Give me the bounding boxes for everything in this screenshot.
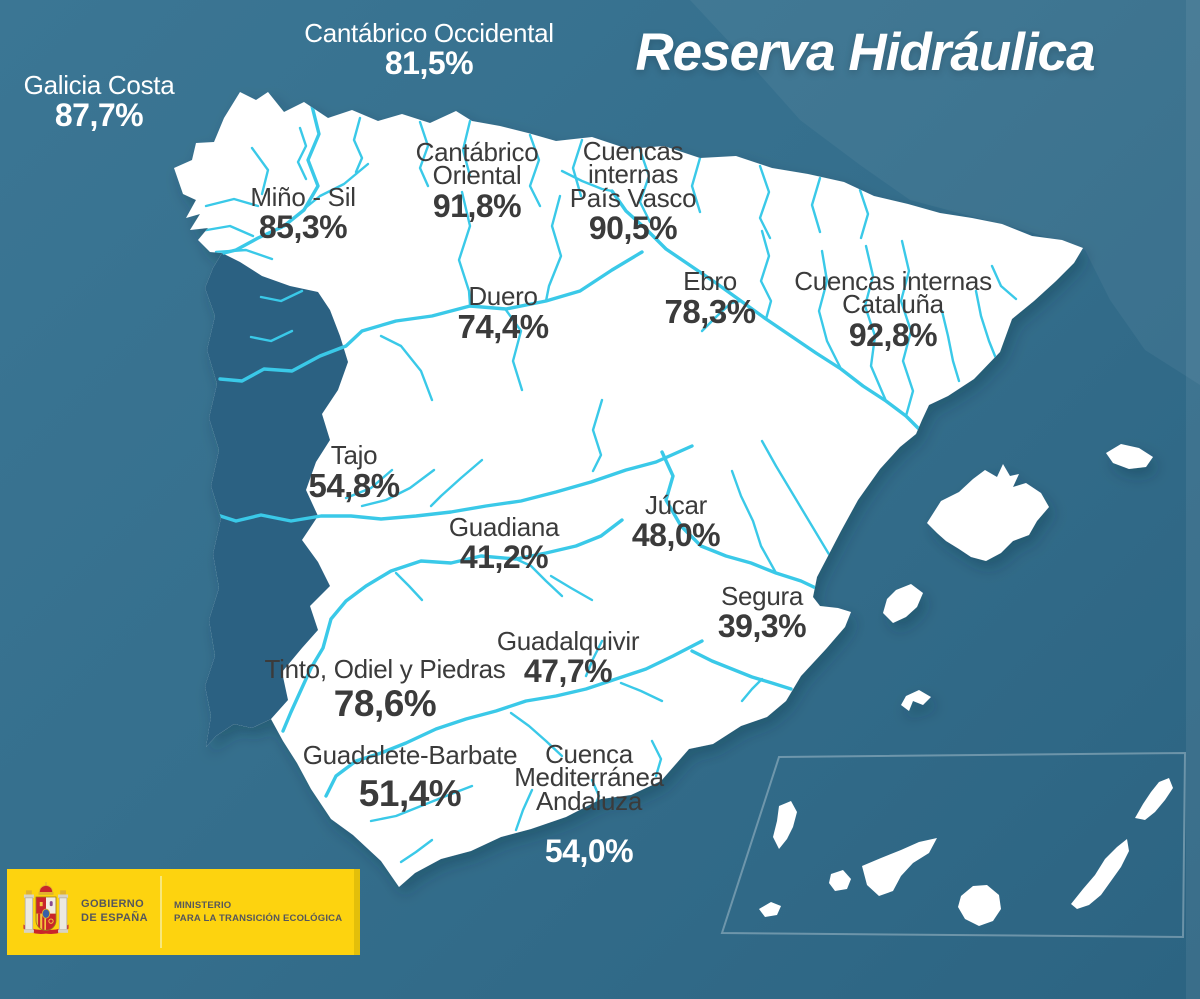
basin-mino-sil: Miño - Sil 85,3%: [250, 182, 356, 246]
france-coast-shadow: [690, 0, 1200, 385]
basin-name: Galicia Costa: [23, 70, 175, 100]
basin-guadalquivir: Guadalquivir 47,7%: [496, 626, 640, 690]
basin-name: Cuenca Mediterránea Andaluza: [514, 739, 664, 816]
basin-name: Tajo: [330, 440, 378, 470]
basin-value: 92,8%: [848, 316, 938, 353]
basin-name: Cantábrico Occidental: [304, 18, 554, 48]
canary-islands: [759, 778, 1173, 926]
basin-jucar: Júcar 48,0%: [631, 490, 721, 554]
government-label: GOBIERNO DE ESPAÑA: [81, 898, 148, 926]
basin-name: Guadalquivir: [496, 626, 640, 656]
portugal-landmass: [205, 253, 348, 747]
basin-value: 74,4%: [457, 308, 549, 346]
basin-name: Miño - Sil: [250, 182, 356, 212]
basin-name: Cuencas internas País Vasco: [569, 136, 697, 213]
rivers-layer: [199, 104, 1018, 864]
basin-value: 48,0%: [631, 517, 721, 554]
government-line1: GOBIERNO: [81, 898, 145, 911]
basin-cuenca-mediterranea-andaluza: Cuenca Mediterránea Andaluza 54,0%: [514, 739, 664, 870]
basin-name: Tinto, Odiel y Piedras: [264, 654, 506, 684]
basin-value: 87,7%: [54, 97, 144, 134]
basin-name: Cantábrico Oriental: [415, 137, 539, 191]
basin-value: 78,6%: [333, 683, 437, 725]
banner-divider: [159, 876, 162, 948]
canary-inset-box: [720, 751, 1187, 939]
basin-value: 90,5%: [588, 210, 678, 247]
basin-name: Guadiana: [448, 512, 560, 542]
basin-cuencas-internas-cataluna: Cuencas internas Cataluña 92,8%: [794, 266, 992, 353]
basin-value: 91,8%: [432, 187, 522, 224]
basin-value: 39,3%: [717, 608, 807, 645]
balearic-islands: [883, 444, 1153, 711]
basin-value: 81,5%: [384, 45, 474, 82]
basin-name: Júcar: [644, 490, 708, 520]
basin-name: Duero: [468, 281, 538, 311]
government-line2: DE ESPAÑA: [81, 912, 148, 924]
basin-value: 85,3%: [258, 209, 348, 246]
basin-ebro: Ebro 78,3%: [664, 266, 756, 331]
basin-value: 78,3%: [664, 293, 756, 331]
ministry-label: MINISTERIO PARA LA TRANSICIÓN ECOLÓGICA: [174, 899, 342, 926]
basin-value: 54,0%: [544, 833, 634, 870]
basin-value: 47,7%: [523, 653, 613, 690]
basin-name: Cuencas internas Cataluña: [794, 266, 992, 320]
basin-duero: Duero 74,4%: [457, 281, 549, 346]
basin-cantabrico-occidental: Cantábrico Occidental 81,5%: [304, 18, 554, 82]
basin-cantabrico-oriental: Cantábrico Oriental 91,8%: [415, 137, 539, 224]
basin-guadiana: Guadiana 41,2%: [448, 512, 560, 576]
basin-cuencas-internas-pais-vasco: Cuencas internas País Vasco 90,5%: [569, 136, 697, 247]
basin-value: 54,8%: [308, 467, 400, 505]
basin-segura: Segura 39,3%: [717, 581, 807, 645]
basin-guadalete-barbate: Guadalete-Barbate 51,4%: [302, 740, 518, 815]
ministry-line1: MINISTERIO: [173, 899, 232, 911]
basin-name: Guadalete-Barbate: [302, 740, 518, 770]
ministry-line2: PARA LA TRANSICIÓN ECOLÓGICA: [173, 913, 343, 924]
page-title: Reserva Hidráulica: [635, 23, 1095, 82]
right-edge-highlight: [1186, 0, 1200, 999]
government-banner: GOBIERNO DE ESPAÑA MINISTERIO PARA LA TR…: [7, 869, 360, 955]
basin-name: Segura: [720, 581, 804, 611]
basin-tinto-odiel-piedras: Tinto, Odiel y Piedras 78,6%: [264, 654, 506, 725]
iberia-landmass: [174, 92, 1083, 887]
basin-value: 51,4%: [358, 773, 462, 815]
basin-galicia-costa: Galicia Costa 87,7%: [23, 70, 175, 134]
basin-value: 41,2%: [459, 539, 549, 576]
basin-name: Ebro: [683, 266, 737, 296]
basin-tajo: Tajo 54,8%: [308, 440, 400, 505]
spain-coat-of-arms-icon: [23, 882, 69, 934]
